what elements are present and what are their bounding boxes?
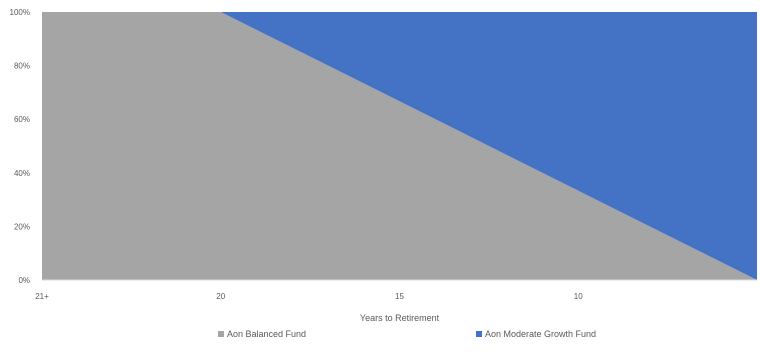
y-tick-label: 40% bbox=[14, 169, 30, 178]
legend-swatch bbox=[218, 331, 224, 337]
y-tick-label: 80% bbox=[14, 62, 30, 71]
x-tick-label: 15 bbox=[395, 292, 404, 301]
legend-swatch bbox=[476, 331, 482, 337]
y-tick-label: 60% bbox=[14, 115, 30, 124]
y-tick-label: 20% bbox=[14, 222, 30, 231]
x-axis-title: Years to Retirement bbox=[360, 313, 440, 323]
legend-label: Aon Moderate Growth Fund bbox=[485, 329, 596, 339]
legend: Aon Balanced Fund Aon Moderate Growth Fun… bbox=[218, 329, 596, 339]
area-series-2 bbox=[42, 12, 757, 280]
legend-label: Aon Balanced Fund bbox=[227, 329, 306, 339]
x-tick-label: 10 bbox=[574, 292, 583, 301]
plot-areas bbox=[42, 12, 757, 280]
area-series-1 bbox=[42, 12, 757, 280]
x-axis-ticks: 21+ 20 15 10 bbox=[35, 292, 583, 301]
y-tick-label: 100% bbox=[10, 8, 30, 17]
x-tick-label: 21+ bbox=[35, 292, 49, 301]
y-tick-label: 0% bbox=[18, 276, 30, 285]
x-tick-label: 20 bbox=[216, 292, 225, 301]
y-axis-ticks: 0% 20% 40% 60% 80% 100% bbox=[10, 8, 30, 285]
